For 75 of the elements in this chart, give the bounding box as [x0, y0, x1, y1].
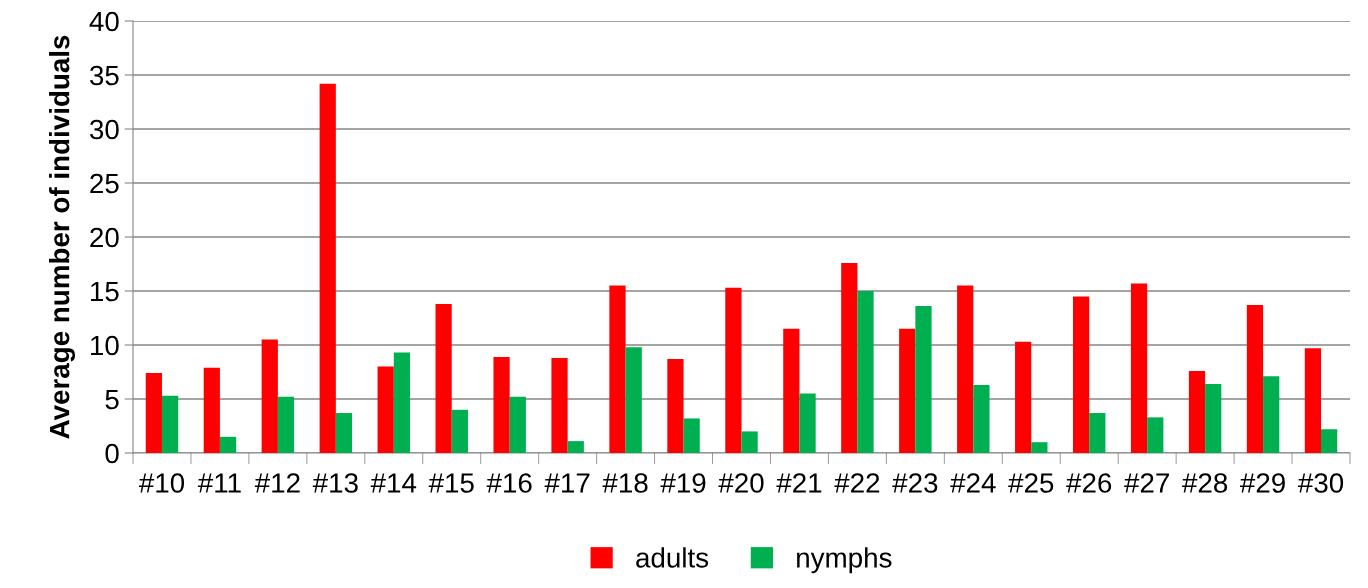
y-tick-label: 10: [91, 335, 119, 356]
x-tick-label: #24: [950, 473, 996, 493]
y-tick-label: 20: [90, 227, 119, 248]
bar: [1031, 442, 1048, 453]
y-axis-title: Average number of individuals: [49, 35, 76, 439]
bar: [1321, 429, 1338, 453]
y-tick-label: 15: [91, 281, 119, 302]
x-tick-label: #21: [776, 473, 822, 493]
bar: [973, 384, 990, 453]
y-tick-label: 25: [90, 173, 119, 194]
y-tick-label: 40: [89, 11, 119, 32]
bar: [1015, 341, 1032, 453]
x-tick-label: #10: [138, 473, 185, 493]
bar: [377, 366, 394, 453]
bar: [1205, 383, 1222, 453]
bar: [667, 359, 684, 453]
y-tick-label: 35: [89, 65, 119, 86]
bar: [783, 328, 800, 453]
bar: [609, 285, 626, 453]
bar: [203, 367, 220, 453]
bar: [625, 347, 642, 453]
x-tick-label: #14: [370, 473, 417, 493]
bar: [393, 352, 411, 453]
bar: [741, 431, 758, 453]
x-tick-label: #29: [1240, 473, 1285, 493]
bar: [1072, 296, 1090, 453]
bar: [857, 291, 874, 453]
x-tick-label: #11: [197, 473, 241, 493]
x-tick-label: #20: [718, 473, 764, 493]
x-tick-label: #13: [312, 473, 358, 493]
bar: [451, 409, 468, 453]
x-tick-label: #16: [486, 473, 532, 493]
y-tick-label: 30: [89, 119, 119, 140]
bar: [1147, 417, 1164, 453]
bar: [1263, 376, 1280, 453]
x-tick-label: #15: [428, 473, 474, 493]
bar: [509, 396, 526, 453]
x-tick-label: #28: [1182, 473, 1228, 493]
bar: [1089, 413, 1106, 453]
bar: [799, 393, 816, 453]
bar: [841, 262, 858, 453]
bar: [899, 328, 916, 453]
legend-label: nymphs: [797, 547, 892, 574]
x-tick-label: #23: [892, 473, 938, 493]
bar: [219, 436, 237, 453]
x-tick-label: #17: [544, 473, 590, 493]
x-tick-label: #25: [1008, 473, 1054, 493]
x-tick-label: #19: [660, 473, 706, 493]
x-tick-label: #26: [1066, 473, 1112, 493]
bar: [261, 339, 278, 453]
bar: [161, 395, 179, 453]
bar: [1188, 370, 1206, 453]
bar: [725, 287, 742, 453]
bar: [435, 303, 452, 453]
bar: [915, 306, 932, 453]
x-tick-label: #18: [602, 473, 648, 493]
x-tick-label: #27: [1124, 473, 1169, 493]
bar: [145, 373, 162, 453]
y-tick-label: 0: [105, 443, 119, 464]
bar: [567, 441, 584, 453]
bar: [1246, 305, 1264, 453]
bar: [957, 285, 974, 453]
legend-label: adults: [636, 547, 709, 568]
bar: [335, 413, 353, 453]
bar: [551, 357, 568, 453]
bar: [493, 356, 510, 453]
bar: [319, 83, 336, 453]
bar: [1304, 348, 1322, 453]
bar: [1130, 283, 1148, 453]
x-tick-label: #12: [254, 473, 300, 493]
y-tick-label: 5: [105, 389, 119, 410]
x-tick-label: #22: [834, 473, 880, 493]
bar: [277, 396, 295, 453]
bar: [683, 418, 700, 453]
x-tick-label: #30: [1297, 473, 1344, 493]
